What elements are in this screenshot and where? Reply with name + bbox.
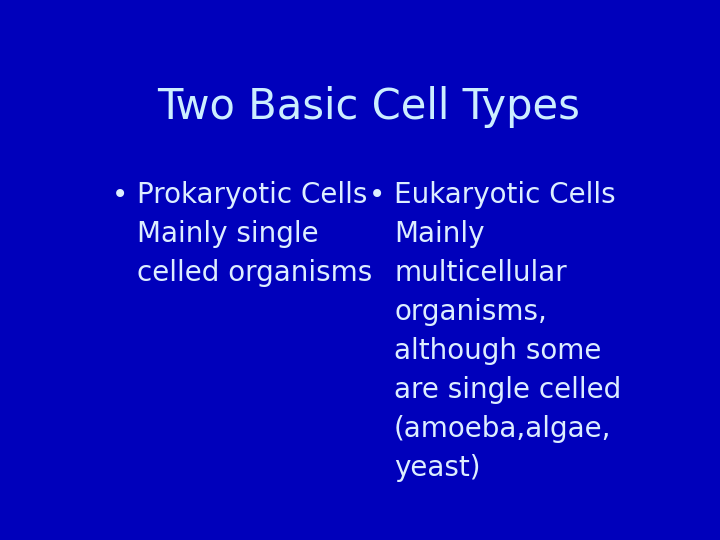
Text: •: • [369,181,385,209]
Text: •: • [112,181,129,209]
Text: Prokaryotic Cells
Mainly single
celled organisms: Prokaryotic Cells Mainly single celled o… [138,181,373,287]
Text: Eukaryotic Cells
Mainly
multicellular
organisms,
although some
are single celled: Eukaryotic Cells Mainly multicellular or… [394,181,621,482]
Text: Two Basic Cell Types: Two Basic Cell Types [158,85,580,127]
